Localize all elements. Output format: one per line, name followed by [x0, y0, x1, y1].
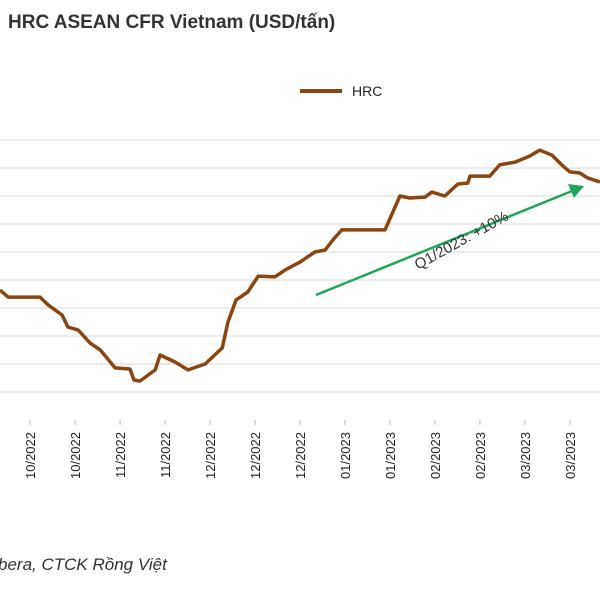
x-tick-label: 02/2023	[473, 432, 488, 479]
x-tick-label: 12/2022	[203, 432, 218, 479]
x-tick-label: 10/2022	[23, 432, 38, 479]
legend-label: HRC	[352, 83, 382, 99]
x-tick-label: 02/2023	[428, 432, 443, 479]
data-line	[0, 148, 600, 383]
x-tick-label: 01/2023	[338, 432, 353, 479]
arrow-head	[568, 184, 584, 198]
plot-area: 10/2022 10/2022 11/2022 11/2022 12/2022 12/20…	[0, 139, 600, 479]
x-tick-label: 12/2022	[248, 432, 263, 479]
x-tick-label: 11/2022	[158, 432, 173, 478]
trend-arrow	[315, 189, 573, 297]
source-note: bera, CTCK Rồng Việt	[0, 555, 168, 574]
chart-title: HRC ASEAN CFR Vietnam (USD/tấn)	[8, 12, 335, 33]
x-tick-label: 03/2023	[518, 432, 533, 479]
x-tick-label: 10/2022	[68, 432, 83, 479]
annotation: Q1/2023: +10%	[412, 208, 512, 274]
x-tick-label: 11/2022	[113, 432, 128, 478]
x-tick-label: 01/2023	[383, 432, 398, 479]
x-tick-label: 12/2022	[293, 432, 308, 479]
x-tick-label: 03/2023	[563, 432, 578, 479]
